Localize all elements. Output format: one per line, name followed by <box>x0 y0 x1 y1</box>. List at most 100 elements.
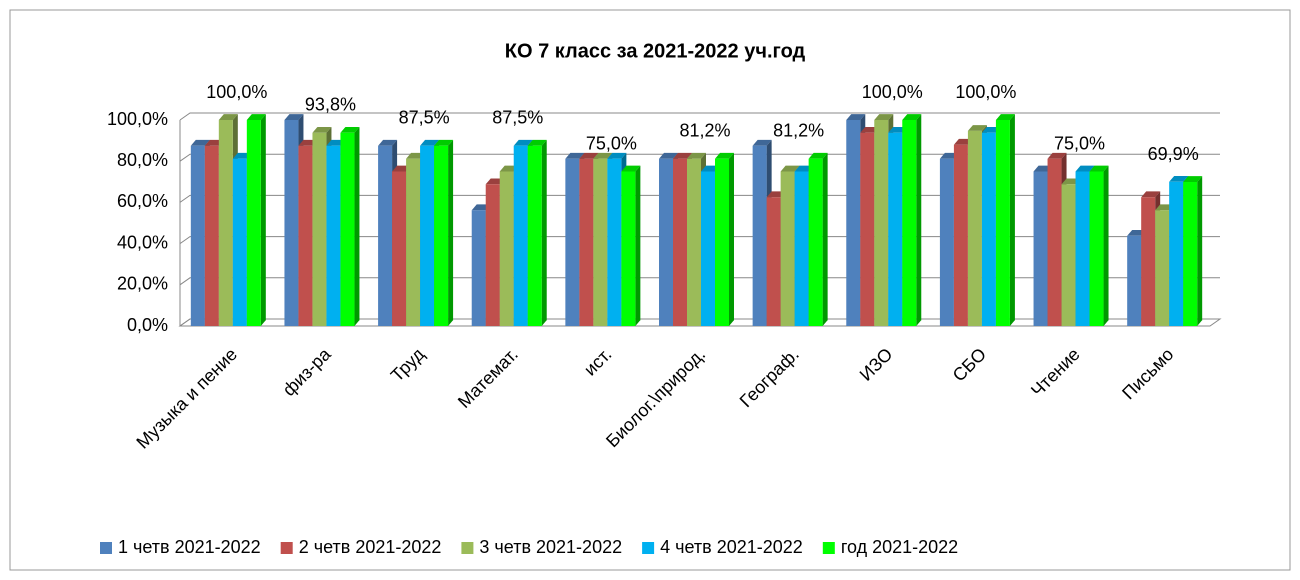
bar <box>420 145 435 326</box>
bar <box>434 145 449 326</box>
bar <box>190 145 205 326</box>
bar-top <box>659 152 678 159</box>
bar-top <box>420 139 440 146</box>
legend-label: 1 четв 2021-2022 <box>118 537 261 557</box>
bar <box>1089 171 1104 326</box>
data-label: 100,0% <box>955 82 1016 102</box>
bar <box>218 120 233 326</box>
bar <box>527 145 542 326</box>
bar <box>204 145 219 326</box>
bar-group <box>434 139 454 326</box>
bar-top <box>513 139 533 146</box>
grid-line <box>179 112 1220 121</box>
bar <box>752 145 767 326</box>
bar <box>874 120 889 326</box>
bar-side <box>635 165 641 326</box>
data-label: 100,0% <box>862 82 923 102</box>
bar <box>499 171 514 326</box>
bar <box>1169 181 1184 326</box>
bar <box>579 158 594 326</box>
bar-top <box>715 152 734 159</box>
chart-title: КО 7 класс за 2021-2022 уч.год <box>505 40 806 62</box>
bar <box>687 158 701 326</box>
legend-label: 3 четв 2021-2022 <box>479 537 622 557</box>
bar <box>995 120 1010 326</box>
data-label: 93,8% <box>305 95 356 115</box>
bar <box>1127 235 1142 326</box>
bar <box>246 120 261 326</box>
bar-top <box>1141 191 1161 198</box>
legend-label: 2 четв 2021-2022 <box>299 537 442 557</box>
bar-group <box>527 139 547 326</box>
legend-swatch <box>280 542 293 554</box>
legend-swatch <box>822 542 835 554</box>
bar <box>1047 158 1062 326</box>
bar-top <box>874 114 894 120</box>
bar-top <box>284 114 304 120</box>
bar-top <box>565 152 585 159</box>
bar-group <box>621 165 641 326</box>
bar-top <box>607 152 627 159</box>
bar-top <box>1169 175 1189 182</box>
bar-top <box>902 114 922 120</box>
bar <box>888 132 903 326</box>
bar <box>284 120 299 326</box>
bar-side <box>916 114 922 327</box>
bar <box>673 158 687 326</box>
bar <box>846 120 861 326</box>
bar-top <box>687 152 706 159</box>
bar-top <box>673 152 692 159</box>
bar <box>902 120 917 326</box>
bar <box>298 145 313 326</box>
bar-top <box>218 114 238 120</box>
data-label: 75,0% <box>1054 133 1105 153</box>
bar <box>967 130 982 326</box>
bar-top <box>434 139 454 146</box>
bar <box>1061 184 1076 326</box>
bar <box>565 158 580 326</box>
bar-side <box>541 139 547 326</box>
bar <box>766 197 781 326</box>
bar <box>808 158 823 326</box>
bar <box>780 171 795 326</box>
bar <box>513 145 528 326</box>
bar <box>471 210 486 326</box>
bar <box>794 171 809 326</box>
bar <box>392 171 407 326</box>
bar <box>1141 197 1156 326</box>
legend-label: 4 четв 2021-2022 <box>660 537 803 557</box>
y-tick-label: 40,0% <box>117 232 168 252</box>
bar <box>485 184 500 326</box>
bar-top <box>780 165 800 172</box>
bar-top <box>246 114 266 120</box>
bar-top <box>967 125 987 131</box>
bar-top <box>190 139 210 146</box>
legend-label: год 2021-2022 <box>841 537 958 557</box>
bar-top <box>846 114 866 120</box>
data-label: 69,9% <box>1148 144 1199 164</box>
bar <box>378 145 393 326</box>
bar <box>607 158 622 326</box>
bar-group <box>246 114 266 327</box>
bar <box>340 132 355 326</box>
bar <box>860 132 875 326</box>
bar-group <box>902 114 922 327</box>
bar-group <box>808 152 828 326</box>
bar-side <box>448 139 454 326</box>
bar-top <box>1047 152 1067 159</box>
bar <box>1155 210 1170 326</box>
bar <box>1183 182 1198 326</box>
bar-side <box>260 114 266 327</box>
bar-side <box>354 126 360 327</box>
bar-side <box>729 152 734 326</box>
data-label: 81,2% <box>773 120 824 140</box>
bar-top <box>527 139 547 146</box>
bar <box>953 144 968 326</box>
y-tick-label: 60,0% <box>117 191 168 211</box>
data-label: 100,0% <box>206 82 267 102</box>
bar-top <box>593 152 613 159</box>
bar <box>659 158 673 326</box>
data-label: 87,5% <box>399 108 450 128</box>
bar <box>939 158 954 326</box>
